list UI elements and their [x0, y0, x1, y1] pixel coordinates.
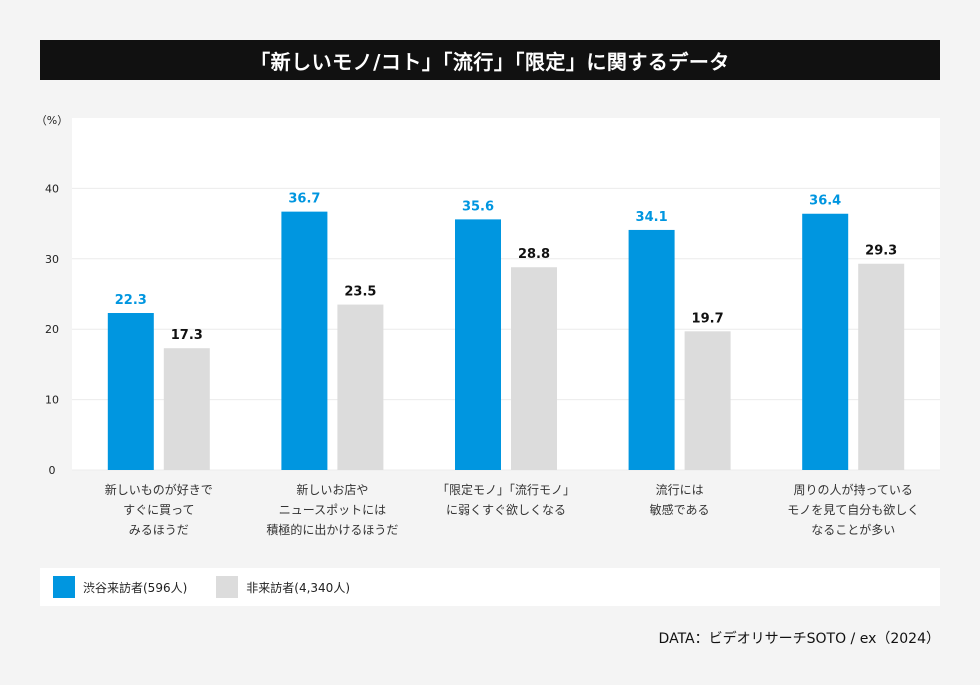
- x-tick-label: 流行には: [656, 483, 704, 497]
- y-tick-label: 10: [45, 394, 59, 407]
- x-tick-label: 周りの人が持っている: [793, 482, 912, 497]
- data-label-visitor: 22.3: [115, 293, 147, 308]
- bar-nonvisitor: [858, 263, 905, 470]
- bar-visitor: [281, 211, 328, 470]
- legend-swatch-visitor: [53, 576, 75, 598]
- plot-area: [72, 118, 940, 470]
- data-label-nonvisitor: 23.5: [344, 285, 376, 300]
- data-label-visitor: 34.1: [636, 210, 668, 225]
- y-tick-label: 20: [45, 323, 59, 336]
- legend-item-nonvisitor: 非来訪者(4,340人): [216, 576, 350, 598]
- chart-title: 「新しいモノ/コト」「流行」「限定」に関するデータ: [40, 40, 940, 80]
- y-tick-label: 30: [45, 253, 59, 266]
- legend-swatch-nonvisitor: [216, 576, 239, 598]
- data-label-nonvisitor: 17.3: [171, 328, 203, 343]
- data-label-nonvisitor: 28.8: [518, 247, 550, 262]
- data-label-visitor: 36.4: [809, 194, 841, 209]
- x-tick-label: ニュースポットには: [279, 503, 386, 517]
- x-tick-label: なることが多い: [811, 522, 895, 537]
- x-tick-label: みるほうだ: [129, 523, 189, 537]
- bar-visitor: [107, 313, 154, 470]
- legend: 渋谷来訪者(596人) 非来訪者(4,340人): [40, 568, 940, 606]
- legend-item-visitor: 渋谷来訪者(596人): [53, 576, 187, 598]
- data-label-nonvisitor: 29.3: [865, 244, 897, 259]
- data-source: DATA：ビデオリサーチSOTO / ex（2024）: [658, 631, 940, 647]
- x-tick-label: に弱くすぐ欲しくなる: [446, 503, 566, 517]
- bar-nonvisitor: [163, 348, 210, 470]
- bar-visitor: [628, 229, 675, 470]
- data-label-visitor: 35.6: [462, 199, 494, 214]
- x-tick-label: モノを見て自分も欲しく: [787, 503, 919, 517]
- y-tick-label: 0: [49, 464, 56, 477]
- bar-visitor: [455, 219, 501, 470]
- x-tick-label: 「限定モノ」「流行モノ」: [437, 482, 575, 497]
- legend-label-nonvisitor: 非来訪者(4,340人): [246, 580, 350, 595]
- bar-nonvisitor: [337, 304, 384, 470]
- bar-chart: 0 10 20 30 40 （%） 22.3 17.3 新しいものが好きですぐに買ってみるほうだ…: [36, 114, 940, 537]
- data-label-visitor: 36.7: [288, 192, 320, 207]
- bar-visitor: [802, 213, 849, 470]
- x-tick-label: 新しいものが好きで: [105, 482, 213, 497]
- y-tick-label: 40: [45, 182, 59, 195]
- y-axis-label: （%）: [36, 114, 68, 127]
- legend-label-visitor: 渋谷来訪者(596人): [83, 580, 188, 595]
- bar-nonvisitor: [511, 267, 557, 470]
- x-tick-label: すぐに買って: [123, 503, 194, 517]
- x-tick-label: 積極的に出かけるほうだ: [266, 522, 398, 537]
- x-tick-label: 新しいお店や: [296, 482, 368, 497]
- data-label-nonvisitor: 19.7: [692, 311, 724, 326]
- bar-nonvisitor: [684, 331, 731, 470]
- x-tick-label: 敏感である: [650, 502, 710, 517]
